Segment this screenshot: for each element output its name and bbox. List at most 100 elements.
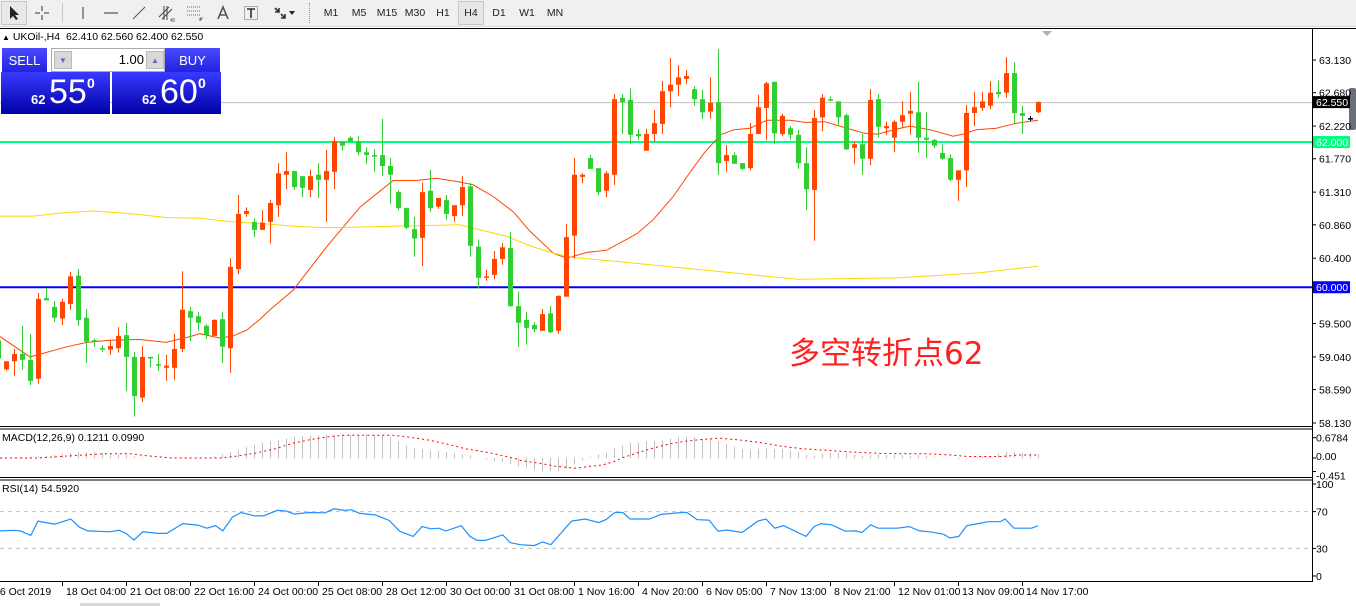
chart-annotation-text[interactable]: 多空转折点62 — [789, 336, 984, 372]
timeframe-mn[interactable]: MN — [546, 7, 564, 19]
candle — [52, 301, 57, 323]
timeframe-h4[interactable]: H4 — [458, 1, 484, 25]
candle-body — [100, 348, 105, 350]
candle — [1036, 101, 1041, 113]
candle-body — [396, 192, 401, 209]
candle-body — [756, 107, 761, 135]
vertical-line-icon — [82, 7, 84, 19]
candle — [756, 94, 761, 135]
time-axis-label: 7 Nov 13:00 — [770, 586, 827, 598]
crosshair-tool-button[interactable] — [29, 1, 55, 25]
horizontal-scrollbar[interactable] — [80, 603, 160, 606]
candle — [348, 136, 353, 143]
candle — [260, 210, 265, 230]
candle-body — [428, 190, 433, 209]
candle — [988, 81, 993, 110]
lot-increase-button[interactable]: ▲ — [146, 51, 164, 69]
fibonacci-tool-button[interactable] — [182, 1, 208, 25]
lot-size-input[interactable] — [74, 52, 144, 67]
time-axis-label: 8 Nov 21:00 — [834, 586, 891, 598]
candle — [84, 309, 89, 363]
toolbar-grip[interactable] — [309, 3, 313, 23]
candle-body — [220, 319, 225, 347]
candle — [836, 101, 841, 127]
price-axis-label: 59.500 — [1319, 319, 1351, 331]
candle — [172, 333, 177, 381]
candle — [612, 94, 617, 185]
candle — [772, 81, 777, 145]
timeframe-m1[interactable]: M1 — [323, 7, 339, 19]
candle — [796, 129, 801, 169]
timeframe-m5[interactable]: M5 — [351, 7, 367, 19]
macd-signal-line — [0, 434, 1038, 469]
candle — [500, 242, 505, 265]
candle — [940, 144, 945, 161]
candle — [276, 163, 281, 217]
candle — [692, 86, 697, 106]
text-label-tool-button[interactable] — [238, 1, 264, 25]
moving-average-line — [0, 210, 1039, 280]
trade-levels-toggle-icon[interactable]: ▲ — [2, 33, 10, 42]
scale-handle[interactable] — [1349, 88, 1356, 130]
trendline-tool-button[interactable] — [126, 1, 152, 25]
candle — [4, 361, 9, 371]
candle — [140, 346, 145, 402]
arrows-icon — [274, 7, 286, 19]
timeframe-m15[interactable]: M15 — [376, 7, 398, 19]
text-icon — [217, 5, 229, 20]
time-axis-label: 16 Oct 2019 — [0, 586, 51, 598]
candle — [60, 298, 65, 325]
buy-price-button[interactable]: 62 60 0 — [112, 72, 221, 114]
candle-body — [948, 158, 953, 180]
price-axis-label: 61.770 — [1319, 154, 1351, 166]
timeframe-m30[interactable]: M30 — [404, 7, 426, 19]
candle — [436, 197, 441, 209]
candle-body — [108, 346, 113, 350]
candle-body — [644, 134, 649, 151]
candle-body — [260, 222, 265, 230]
timeframe-d1[interactable]: D1 — [492, 7, 506, 19]
sell-button[interactable]: SELL — [2, 48, 47, 72]
candle-body — [1028, 118, 1033, 120]
vertical-line-tool-button[interactable] — [70, 1, 96, 25]
price-axis-label: 58.130 — [1319, 418, 1351, 430]
fibonacci-retracement-icon — [187, 6, 203, 21]
text-label-icon — [244, 6, 258, 20]
candle-body — [884, 126, 889, 129]
candle — [196, 311, 201, 331]
candle — [36, 293, 41, 384]
candle — [1020, 105, 1025, 135]
candle-body — [20, 354, 25, 360]
timeframe-h1[interactable]: H1 — [436, 7, 450, 19]
candle — [908, 91, 913, 135]
cursor-tool-button[interactable] — [1, 1, 27, 25]
timeframe-w1[interactable]: W1 — [519, 7, 535, 19]
sell-price-button[interactable]: 62 55 0 — [1, 72, 110, 114]
chart-shift-marker-icon[interactable] — [1042, 31, 1052, 36]
time-axis-label: 21 Oct 08:00 — [130, 586, 190, 598]
candle-body — [964, 112, 969, 171]
equidistant-channel-tool-button[interactable] — [154, 1, 180, 25]
candle-body — [308, 176, 313, 190]
candle — [628, 88, 633, 145]
candle-body — [676, 77, 681, 85]
candle — [364, 147, 369, 164]
arrows-tool-dropdown[interactable] — [266, 1, 302, 25]
time-axis-label: 1 Nov 16:00 — [578, 586, 635, 598]
sell-price-pips: 55 — [49, 73, 87, 111]
main-plot — [0, 49, 1312, 417]
lot-decrease-button[interactable]: ▼ — [54, 51, 72, 69]
candle-body — [724, 155, 729, 161]
candle-body — [444, 200, 449, 214]
candle — [764, 81, 769, 140]
candle-body — [172, 348, 177, 368]
candle — [492, 250, 497, 280]
candle-body — [492, 258, 497, 275]
buy-button[interactable]: BUY — [165, 48, 220, 72]
candle-body — [668, 84, 673, 92]
horizontal-line-tool-button[interactable] — [98, 1, 124, 25]
candle-body — [988, 92, 993, 106]
text-tool-button[interactable] — [210, 1, 236, 25]
candle-body — [572, 174, 577, 236]
